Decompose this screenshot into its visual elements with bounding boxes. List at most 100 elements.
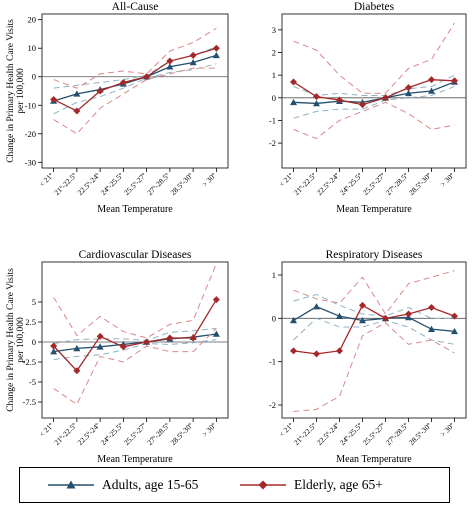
data-point-adults <box>290 98 297 106</box>
data-point-elderly <box>96 87 104 95</box>
ci-upper-adults <box>53 327 217 345</box>
panel-title: Respiratory Diseases <box>326 249 423 261</box>
data-point-adults <box>50 348 58 355</box>
data-point-elderly <box>313 93 320 101</box>
x-tick-label: 28.5º-30º <box>169 171 195 197</box>
data-point-elderly <box>166 57 174 65</box>
y-tick-label: -2 <box>269 138 276 148</box>
y-tick-label: -5 <box>29 377 36 387</box>
ci-lower-adults <box>293 86 455 119</box>
y-tick-label: 1 <box>272 270 276 280</box>
data-point-elderly <box>382 94 389 102</box>
data-point-elderly <box>73 107 81 115</box>
x-tick-label: 27º-28.5º <box>384 171 410 197</box>
ci-upper-adults <box>53 46 217 89</box>
data-point-elderly <box>212 44 220 52</box>
plot-frame <box>281 261 467 419</box>
data-point-elderly <box>143 338 151 346</box>
x-tick-label: 28.5º-30º <box>407 421 433 447</box>
series-line-elderly <box>293 79 455 106</box>
y-tick-label: -10 <box>25 100 36 110</box>
panel-4: Respiratory Diseases -2 -1 0 1 < 21º21º-22.5º… <box>269 249 467 465</box>
series-line-elderly <box>53 47 217 112</box>
legend-swatch-elderly <box>240 480 286 490</box>
panel-title: All-Cause <box>112 1 159 13</box>
x-axis-label: Mean Temperature <box>336 454 412 465</box>
data-point-elderly <box>189 334 197 342</box>
data-point-elderly <box>290 78 297 86</box>
x-tick-label: 22.5º-24º <box>315 421 341 447</box>
y-tick-label: 2.5 <box>25 317 36 327</box>
y-tick-label: 0 <box>32 337 36 347</box>
series-line-adults <box>53 54 217 102</box>
plot-frame <box>281 13 467 169</box>
data-point-elderly <box>451 77 458 85</box>
data-point-elderly <box>73 367 81 375</box>
data-point-elderly <box>119 343 127 351</box>
panel-1: All-Cause -30 -20 -10 0 10 20 < 21º21º-22.5º22.… <box>6 1 229 215</box>
ci-lower-elderly <box>293 101 455 140</box>
panel-title: Cardiovascular Diseases <box>79 249 192 261</box>
y-tick-label: -7.5 <box>23 397 36 407</box>
x-tick-label: 21º-22.5º <box>52 171 78 197</box>
data-point-elderly <box>50 342 58 350</box>
data-point-adults <box>73 90 81 97</box>
series-line-elderly <box>53 299 217 372</box>
legend: Adults, age 15-65 Elderly, age 65+ <box>19 467 450 503</box>
x-axis-label: Mean Temperature <box>97 454 173 465</box>
data-point-adults <box>359 317 366 324</box>
data-point-elderly <box>50 96 58 104</box>
panel-title: Diabetes <box>354 1 395 13</box>
x-tick-label: > 30º <box>200 421 218 439</box>
y-tick-label: -2.5 <box>23 357 36 367</box>
x-axis-label: Mean Temperature <box>336 204 412 215</box>
series-line-adults <box>293 81 455 105</box>
ci-upper-elderly <box>53 27 217 89</box>
y-tick-label: -20 <box>25 129 36 139</box>
panel-3: Cardiovascular Diseases -7.5 -5 -2.5 0 2.5 5 < … <box>6 249 229 465</box>
x-tick-label: 24º-25.5º <box>338 421 364 447</box>
data-point-adults <box>313 99 320 107</box>
x-tick-label: 27º-28.5º <box>384 421 410 447</box>
y-axis-label: Change in Primary Health Care Visitsper … <box>6 19 26 163</box>
x-tick-label: > 30º <box>438 421 456 439</box>
x-tick-label: 27º-28.5º <box>145 421 171 447</box>
data-point-adults <box>405 89 412 97</box>
y-tick-label: 20 <box>28 15 37 25</box>
x-tick-label: < 21º <box>37 171 55 189</box>
legend-label-elderly: Elderly, age 65+ <box>294 477 383 492</box>
data-point-adults <box>290 317 297 324</box>
series-line-adults <box>293 305 455 332</box>
x-tick-label: < 21º <box>277 421 295 439</box>
data-point-elderly <box>290 347 297 355</box>
y-tick-label: 0 <box>272 313 276 323</box>
data-point-elderly <box>313 350 320 358</box>
series-line-elderly <box>293 304 455 355</box>
x-tick-label: 24º-25.5º <box>99 171 125 197</box>
data-point-elderly <box>212 296 220 304</box>
data-point-elderly <box>359 101 366 109</box>
legend-label-adults: Adults, age 15-65 <box>102 477 199 492</box>
ci-lower-elderly <box>53 67 217 135</box>
x-tick-label: 25.5º-27º <box>122 421 148 447</box>
ci-lower-adults <box>53 339 217 361</box>
data-point-elderly <box>382 314 389 322</box>
y-tick-label: -1 <box>269 115 276 125</box>
y-tick-label: 3 <box>272 25 276 35</box>
data-point-adults <box>313 303 320 310</box>
plot-frame <box>41 261 229 419</box>
data-point-elderly <box>189 51 197 59</box>
data-point-elderly <box>336 96 343 104</box>
y-tick-label: 10 <box>28 43 37 53</box>
data-point-elderly <box>143 73 151 81</box>
legend-item-elderly: Elderly, age 65+ <box>240 468 383 502</box>
data-point-adults <box>212 51 220 59</box>
data-point-elderly <box>166 334 174 342</box>
data-point-elderly <box>96 332 104 340</box>
y-tick-label: -1 <box>269 357 276 367</box>
data-point-elderly <box>428 76 435 84</box>
x-tick-label: 28.5º-30º <box>407 171 433 197</box>
legend-swatch-adults <box>48 480 94 489</box>
